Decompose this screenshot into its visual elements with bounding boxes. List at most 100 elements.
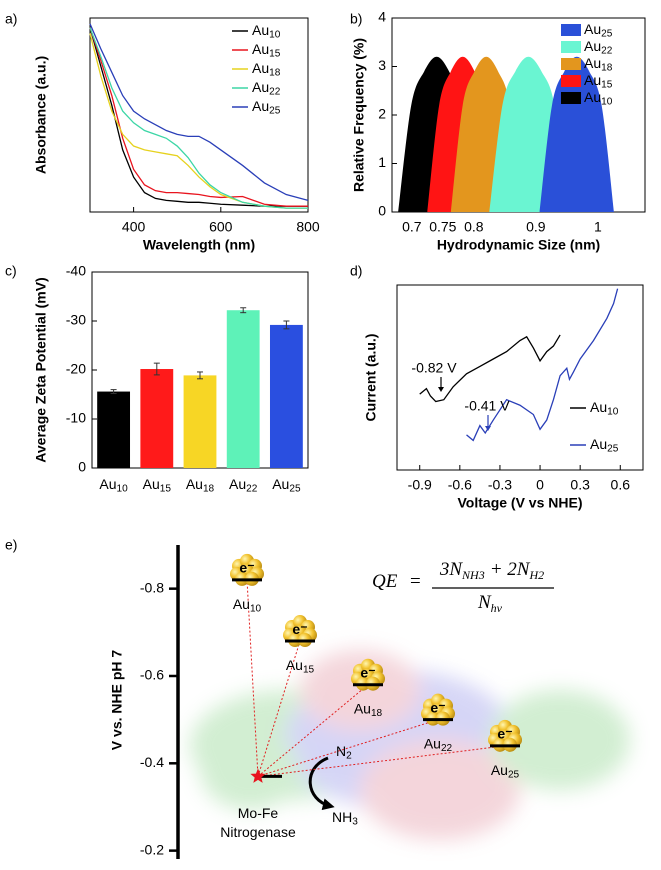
legend-label: Au10 xyxy=(252,22,281,40)
x-axis-label: Wavelength (nm) xyxy=(143,237,255,253)
x-tick-label: 0.9 xyxy=(526,219,546,235)
label-subscript: 15 xyxy=(269,48,281,59)
data-line xyxy=(89,27,308,207)
panel-label: e) xyxy=(5,537,17,553)
label-main: Au xyxy=(252,98,269,114)
label-subscript: 25 xyxy=(508,769,520,780)
bar xyxy=(183,375,217,468)
label-subscript: 18 xyxy=(371,708,383,719)
label-subscript: 22 xyxy=(269,86,281,97)
y-axis-label: Current (a.u.) xyxy=(363,334,379,422)
cluster-label: Au10 xyxy=(233,596,262,614)
label-main: Au xyxy=(590,436,607,452)
error-bar xyxy=(197,371,203,380)
label-main: Au xyxy=(252,22,269,38)
product-label: NH3 xyxy=(332,809,358,827)
reaction-arrow xyxy=(308,756,335,811)
label-subscript: 25 xyxy=(607,443,619,454)
formula-subscript: NH3 xyxy=(461,568,485,582)
label-subscript: 25 xyxy=(601,28,613,39)
y-tick-label: -40 xyxy=(66,263,86,279)
label-main: Au xyxy=(354,700,371,716)
bar xyxy=(140,369,174,468)
annotation-arrowhead xyxy=(485,426,491,431)
panel-label: d) xyxy=(350,263,362,279)
formula-subscript: hν xyxy=(491,601,503,615)
label-main: Au xyxy=(233,596,250,612)
plot-frame xyxy=(396,284,644,471)
y-tick-label: 0 xyxy=(378,203,386,219)
label-main: Au xyxy=(590,399,607,415)
label-subscript: 15 xyxy=(303,664,315,675)
label-main: NH xyxy=(332,809,352,825)
annotation: -0.41 V xyxy=(464,398,510,414)
formula-numerator: 3NNH3 + 2NH2 xyxy=(439,559,544,581)
label-main: Au xyxy=(252,60,269,76)
legend-swatch xyxy=(561,75,581,87)
label-subscript: 25 xyxy=(289,483,301,494)
label-main: Au xyxy=(186,476,203,492)
label-subscript: 18 xyxy=(601,62,613,73)
label-main: Au xyxy=(229,476,246,492)
panel-label: b) xyxy=(350,11,362,27)
label-main: Au xyxy=(252,41,269,57)
distribution xyxy=(539,56,614,212)
y-tick-label: 0 xyxy=(78,459,86,475)
y-axis-label: Average Zeta Potential (mV) xyxy=(33,277,49,462)
data-line xyxy=(89,27,308,209)
x-axis-label: Hydrodynamic Size (nm) xyxy=(437,237,600,253)
label-main: Au xyxy=(252,79,269,95)
x-tick-label: 600 xyxy=(209,219,233,235)
data-line xyxy=(89,27,308,207)
label-main: Au xyxy=(584,38,601,54)
bar xyxy=(97,391,131,468)
label-main: Au xyxy=(584,89,601,105)
electron-path xyxy=(246,579,259,777)
formula-eq: = xyxy=(410,571,421,592)
electron-label: e⁻ xyxy=(497,726,512,742)
y-tick-label: -30 xyxy=(66,312,86,328)
legend-label: Au15 xyxy=(584,72,613,90)
y-axis-label: Absorbance (a.u.) xyxy=(33,56,49,174)
x-tick-label: Au10 xyxy=(99,476,128,494)
bar xyxy=(269,324,303,468)
x-tick-label: 400 xyxy=(122,219,146,235)
panel-label: c) xyxy=(5,263,17,279)
cluster-label: Au18 xyxy=(354,700,383,718)
label-subscript: 25 xyxy=(269,105,281,116)
x-tick-label: 0 xyxy=(536,477,544,493)
y-axis-label: V vs. NHE pH 7 xyxy=(109,650,125,751)
active-site xyxy=(250,768,266,783)
cluster-label: Au25 xyxy=(491,762,520,780)
panel-label: a) xyxy=(5,11,17,27)
label-subscript: 10 xyxy=(250,603,262,614)
label-subscript: 18 xyxy=(269,67,281,78)
legend-swatch xyxy=(561,92,581,104)
x-tick-label: Au18 xyxy=(186,476,215,494)
formula-text: QE xyxy=(372,571,398,592)
protein-background xyxy=(190,650,630,840)
legend-swatch xyxy=(561,24,581,36)
x-tick-label: Au22 xyxy=(229,476,258,494)
x-tick-label: 0.75 xyxy=(429,219,456,235)
bar xyxy=(226,310,260,468)
y-tick-label: 2 xyxy=(378,106,386,122)
y-tick-label: 3 xyxy=(378,57,386,73)
label-main: Au xyxy=(99,476,116,492)
legend-label: Au25 xyxy=(590,436,619,454)
y-tick-label: -0.2 xyxy=(140,841,164,857)
electron-path xyxy=(257,745,506,777)
data-line xyxy=(419,334,561,403)
annotation-arrowhead xyxy=(438,387,444,392)
formula-lhs: QE xyxy=(372,571,398,592)
x-tick-label: -0.3 xyxy=(488,477,512,493)
legend-label: Au25 xyxy=(252,98,281,116)
electron-label: e⁻ xyxy=(239,560,254,576)
formula-text: = xyxy=(410,571,421,592)
legend-label: Au15 xyxy=(252,41,281,59)
legend-label: Au22 xyxy=(252,79,281,97)
x-tick-label: Au25 xyxy=(272,476,301,494)
label-subscript: 15 xyxy=(601,79,613,90)
formula-denominator: Nhν xyxy=(477,592,503,614)
